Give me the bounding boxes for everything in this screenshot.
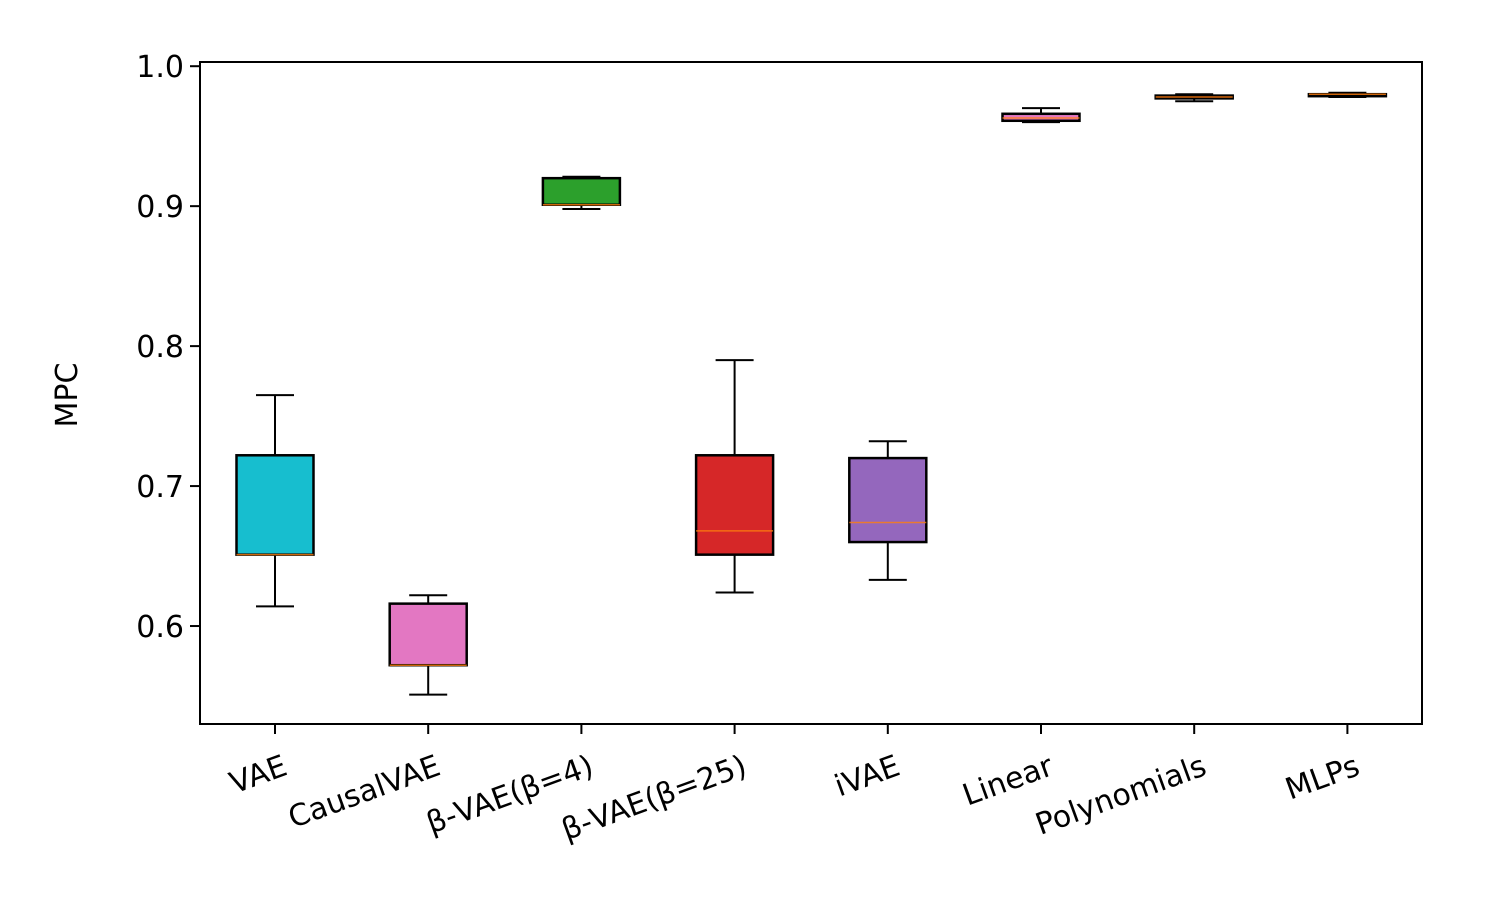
box-group <box>388 594 468 696</box>
y-tick-label: 1.0 <box>136 50 184 85</box>
box-group <box>1307 91 1388 98</box>
plot-area <box>235 91 1388 696</box>
box-body <box>388 602 468 667</box>
y-axis-ticks: 0.6 0.7 0.8 0.9 1.0 <box>136 50 200 645</box>
box-body <box>541 176 622 207</box>
x-tick-label: iVAE <box>830 749 904 805</box>
y-tick-label: 0.8 <box>136 330 184 365</box>
box-body <box>235 454 315 556</box>
box-body <box>848 456 928 544</box>
box-group <box>694 359 775 594</box>
x-tick-label: CausalVAE <box>284 749 445 836</box>
plot-frame <box>199 61 1423 725</box>
x-tick-label: Polynomials <box>1031 749 1211 843</box>
y-tick-label: 0.9 <box>136 190 184 225</box>
box-group <box>235 394 315 608</box>
box-group <box>848 440 928 581</box>
box-group <box>541 175 622 210</box>
y-tick-label: 0.6 <box>136 610 184 645</box>
x-tick-label: Linear <box>958 748 1058 813</box>
box-group <box>1154 93 1234 103</box>
box-group <box>1001 107 1081 124</box>
x-tick-label: MLPs <box>1281 749 1364 808</box>
x-tick-label: VAE <box>225 749 292 802</box>
box-body <box>694 454 775 556</box>
y-axis-title: MPC <box>50 363 85 428</box>
y-tick-label: 0.7 <box>136 470 184 505</box>
